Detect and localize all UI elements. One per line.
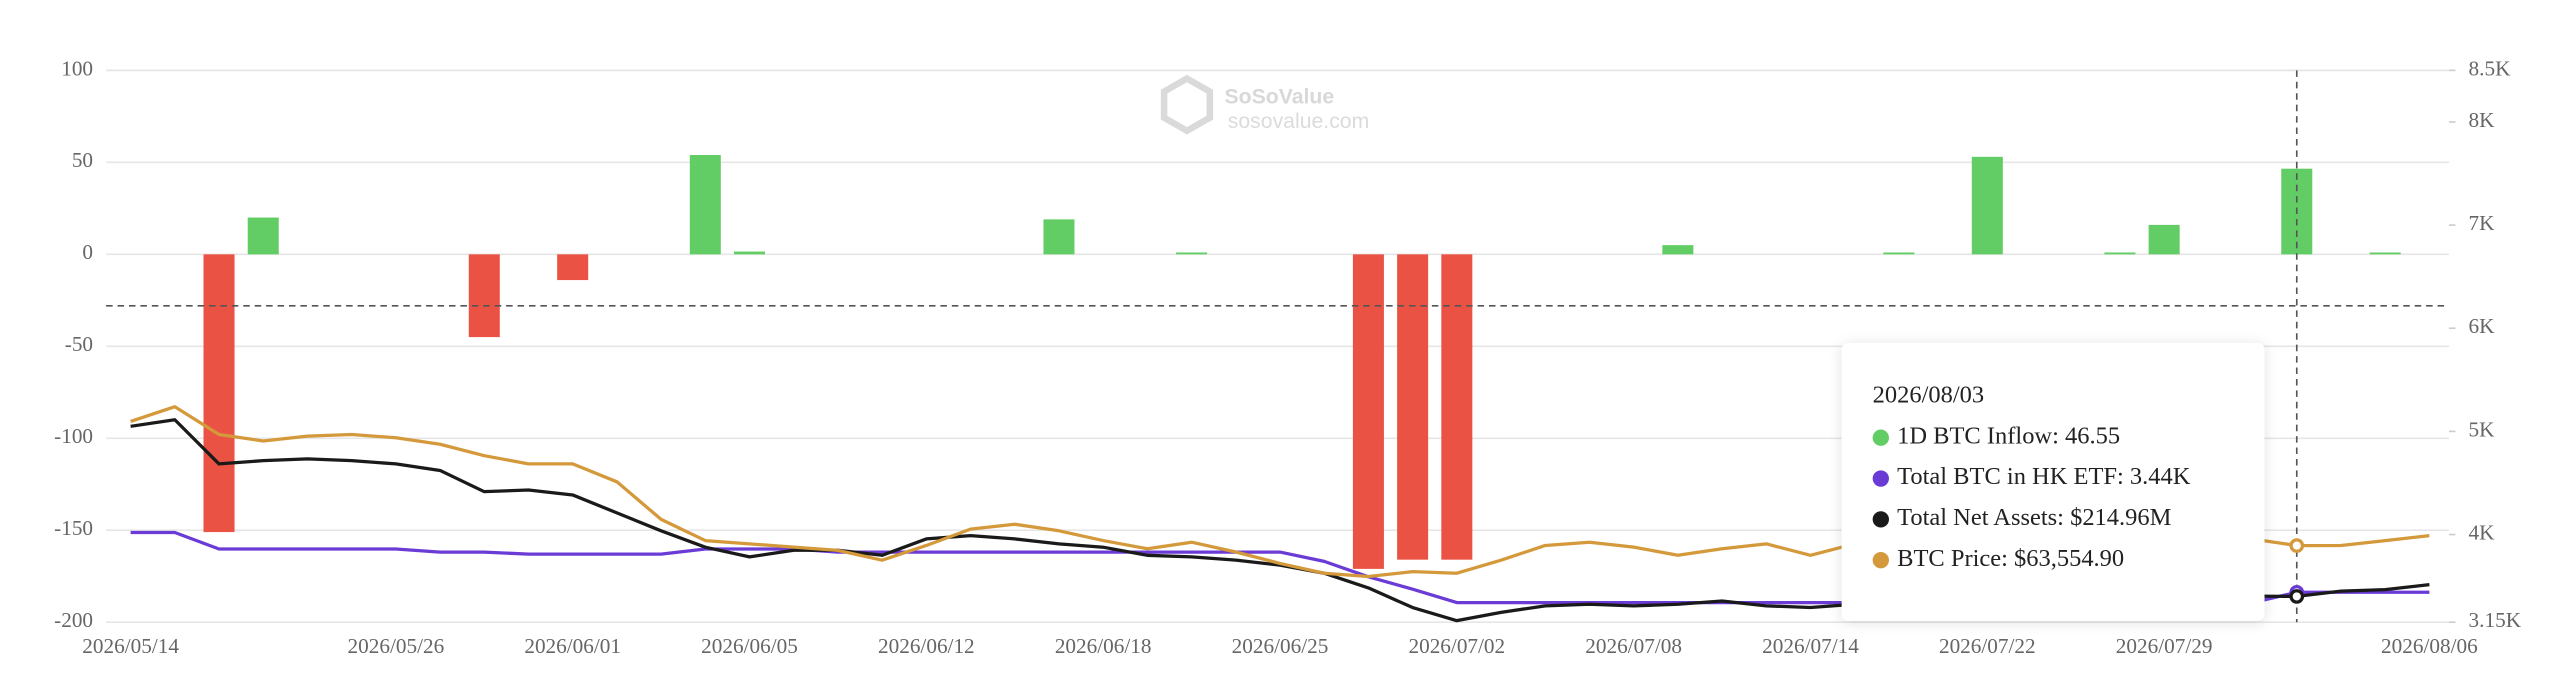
y2-tick-label: 4K (2469, 520, 2496, 544)
tooltip-item: Total BTC in HK ETF: 3.44K (1897, 463, 2191, 490)
bar (1971, 156, 2003, 255)
tooltip-dot (1872, 470, 1889, 487)
x-tick-label: 2026/06/01 (524, 634, 621, 658)
y2-tick-label: 3.15K (2469, 608, 2522, 632)
tooltip-item: Total Net Assets: $214.96M (1897, 504, 2171, 531)
watermark-site: sosovalue.com (1228, 110, 1370, 133)
y-tick-label: 0 (82, 240, 93, 264)
x-tick-label: 2026/06/25 (1232, 634, 1329, 658)
y2-tick-label: 6K (2469, 314, 2496, 338)
bar (557, 254, 589, 281)
bar (1883, 252, 1915, 255)
tooltip-dot (1872, 511, 1889, 528)
bar (734, 251, 766, 255)
bar (1662, 245, 1694, 255)
bar (1397, 254, 1429, 560)
watermark: SoSoValue sosovalue.com (1160, 74, 1370, 135)
tooltip-dot (1872, 429, 1889, 446)
y2-tick-label: 8.5K (2469, 56, 2512, 80)
x-tick-label: 2026/07/08 (1585, 634, 1682, 658)
watermark-brand: SoSoValue (1224, 86, 1334, 109)
bar (468, 254, 500, 338)
watermark-logo (1160, 74, 1214, 135)
bar (203, 254, 235, 533)
bar (2369, 252, 2401, 255)
y2-tick-label: 8K (2469, 108, 2496, 132)
y2-tick-label: 5K (2469, 417, 2496, 441)
x-tick-label: 2026/05/26 (348, 634, 445, 658)
x-tick-label: 2026/06/12 (878, 634, 975, 658)
x-tick-label: 2026/07/22 (1939, 634, 2036, 658)
bar (1176, 252, 1208, 255)
x-tick-label: 2026/06/05 (701, 634, 798, 658)
bar (247, 217, 279, 255)
y-tick-label: 100 (61, 56, 93, 80)
bar (1352, 254, 1384, 569)
bar (2148, 224, 2180, 255)
tooltip-dot (1872, 552, 1889, 569)
bar (689, 154, 721, 255)
bar (2104, 252, 2136, 255)
x-tick-label: 2026/07/29 (2116, 634, 2213, 658)
x-tick-label: 2026/08/06 (2381, 634, 2478, 658)
y-tick-label: -100 (54, 424, 93, 448)
x-tick-label: 2026/07/02 (1408, 634, 1505, 658)
bar (1441, 254, 1473, 560)
tooltip-box (1841, 343, 2265, 621)
hover-point (2289, 589, 2305, 604)
x-tick-label: 2026/06/18 (1055, 634, 1152, 658)
tooltip: 2026/08/03 1D BTC Inflow: 46.55 Total BTC … (1841, 343, 2265, 621)
y-tick-label: -150 (54, 516, 93, 540)
y-tick-label: -50 (65, 332, 93, 356)
tooltip-title: 2026/08/03 (1873, 382, 1984, 409)
tooltip-item: 1D BTC Inflow: 46.55 (1897, 422, 2120, 449)
hover-point (2289, 538, 2305, 553)
y-tick-label: -200 (54, 608, 93, 632)
bar (1043, 219, 1075, 255)
x-tick-label: 2026/07/14 (1762, 634, 1859, 658)
y2-tick-label: 7K (2469, 211, 2496, 235)
tooltip-item: BTC Price: $63,554.90 (1897, 545, 2124, 572)
y-tick-label: 50 (72, 148, 93, 172)
x-tick-label: 2026/05/14 (82, 634, 179, 658)
